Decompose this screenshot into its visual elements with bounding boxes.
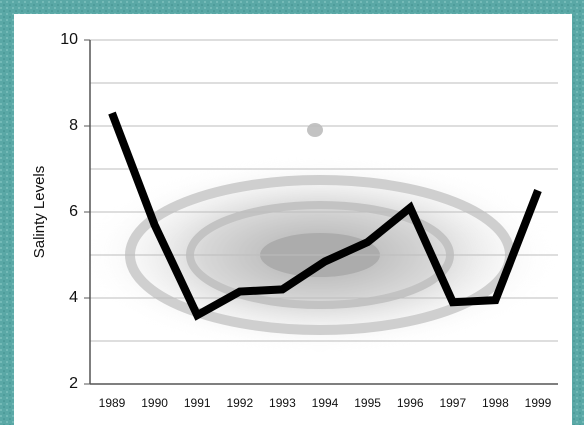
y-tick-label: 2: [69, 375, 78, 392]
x-tick-label: 1998: [482, 396, 509, 410]
y-tick-label: 8: [69, 117, 78, 134]
x-tick-label: 1992: [226, 396, 253, 410]
y-tick-label: 4: [69, 289, 78, 306]
x-tick-label: 1997: [439, 396, 466, 410]
x-tick-label: 1991: [184, 396, 211, 410]
y-tick-label: 10: [60, 31, 78, 48]
x-tick-label: 1989: [99, 396, 126, 410]
x-tick-label: 1999: [525, 396, 552, 410]
x-tick-label: 1990: [141, 396, 168, 410]
x-tick-label: 1993: [269, 396, 296, 410]
x-tick-label: 1995: [354, 396, 381, 410]
x-tick-label: 1996: [397, 396, 424, 410]
data-line: [108, 111, 542, 321]
y-tick-label: 6: [69, 203, 78, 220]
y-axis-label: Salinty Levels: [31, 166, 48, 259]
x-tick-label: 1994: [312, 396, 339, 410]
